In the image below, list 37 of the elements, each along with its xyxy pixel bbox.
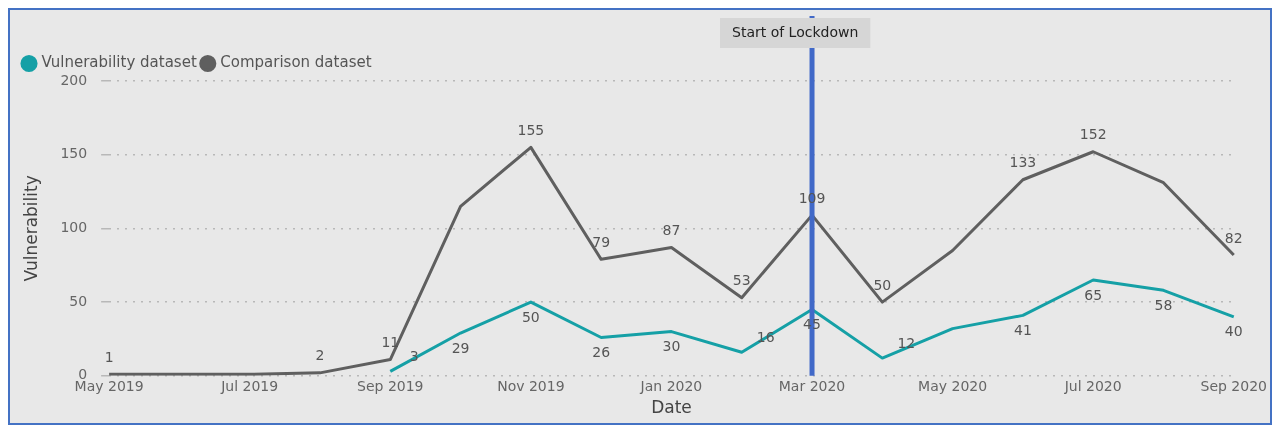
x-tick-label: Mar 2020 bbox=[778, 377, 846, 394]
data-label: 133 bbox=[1009, 154, 1037, 171]
data-label: 11 bbox=[381, 334, 400, 351]
data-label: 41 bbox=[1013, 322, 1032, 339]
data-label: 26 bbox=[592, 344, 611, 361]
data-label: 2 bbox=[315, 347, 325, 364]
data-label: 152 bbox=[1079, 126, 1107, 143]
data-label: 58 bbox=[1154, 296, 1173, 313]
x-tick-label: Jan 2020 bbox=[639, 377, 703, 394]
data-label: 50 bbox=[521, 308, 540, 325]
data-label: 30 bbox=[662, 338, 681, 355]
y-tick-label: 150 bbox=[60, 145, 88, 162]
data-label: 40 bbox=[1224, 323, 1243, 340]
x-tick-label: Nov 2019 bbox=[497, 377, 565, 394]
legend-label: Vulnerability dataset bbox=[41, 53, 197, 72]
y-tick-label: 50 bbox=[69, 292, 88, 309]
x-axis-title: Date bbox=[651, 397, 692, 418]
legend-label: Comparison dataset bbox=[220, 53, 372, 72]
y-axis-title: Vulnerability bbox=[20, 175, 41, 282]
x-tick-label: May 2020 bbox=[918, 377, 988, 394]
y-tick-label: 200 bbox=[60, 71, 88, 88]
data-label: 1 bbox=[104, 348, 114, 365]
data-label: 50 bbox=[873, 276, 892, 293]
x-tick-label: Jul 2019 bbox=[220, 377, 279, 394]
data-label: 29 bbox=[451, 339, 470, 356]
data-label: 53 bbox=[732, 272, 751, 289]
ref-line-label: Start of Lockdown bbox=[732, 23, 859, 40]
data-label: 79 bbox=[592, 233, 611, 250]
x-tick-label: Sep 2020 bbox=[1200, 377, 1267, 394]
x-tick-label: Jul 2020 bbox=[1063, 377, 1122, 394]
data-label: 65 bbox=[1084, 286, 1103, 303]
data-label: 155 bbox=[517, 121, 545, 138]
data-label: 82 bbox=[1224, 229, 1243, 246]
data-label: 12 bbox=[897, 334, 916, 351]
data-label: 87 bbox=[662, 222, 681, 239]
x-tick-label: Sep 2019 bbox=[357, 377, 424, 394]
y-tick-label: 100 bbox=[60, 219, 88, 236]
